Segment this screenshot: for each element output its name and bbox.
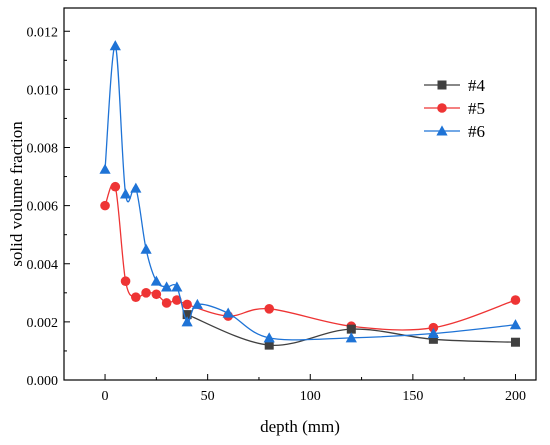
data-point — [171, 281, 183, 292]
data-point — [151, 289, 162, 300]
y-tick-label: 0.012 — [27, 25, 59, 40]
data-point — [509, 319, 522, 330]
series-square — [182, 310, 520, 350]
data-point — [222, 307, 234, 318]
series-circle — [100, 181, 521, 333]
legend: #4 #5 #6 — [424, 76, 486, 141]
data-point — [264, 303, 275, 314]
legend-label: #5 — [468, 99, 485, 118]
legend-item: #4 — [424, 76, 486, 95]
data-point — [427, 327, 439, 338]
series-line — [104, 183, 516, 331]
series-triangle — [99, 40, 522, 343]
data-point — [140, 243, 152, 254]
series-line — [104, 45, 516, 341]
data-point — [161, 298, 172, 308]
data-point — [191, 298, 203, 309]
data-point — [150, 275, 162, 286]
data-point — [428, 322, 439, 333]
data-point — [182, 299, 192, 310]
data-point — [99, 163, 111, 174]
legend-item: #5 — [424, 99, 485, 118]
y-tick-label: 0.002 — [27, 316, 59, 331]
data-point — [181, 316, 193, 327]
data-point — [161, 281, 173, 292]
x-tick-label: 50 — [201, 389, 215, 404]
x-tick-label: 150 — [402, 389, 423, 404]
y-tick-label: 0.000 — [27, 374, 59, 389]
axis-ticks: 0 50 100 150 200 0.000 0.002 0.004 0.006 0.008 0.0… — [27, 25, 526, 404]
legend-label: #4 — [468, 76, 486, 95]
legend-marker — [437, 80, 447, 90]
legend-marker — [437, 103, 447, 113]
data-point — [428, 334, 438, 344]
data-point — [120, 276, 131, 286]
legend-marker — [436, 125, 448, 136]
data-point — [346, 324, 356, 334]
y-tick-label: 0.008 — [27, 142, 59, 157]
data-point — [263, 332, 275, 343]
plot-area-frame — [63, 7, 537, 381]
data-point — [510, 337, 520, 347]
x-tick-label: 0 — [102, 389, 109, 404]
data-point — [130, 182, 142, 193]
data-point — [119, 188, 132, 199]
legend-label: #6 — [468, 122, 485, 141]
data-point — [109, 40, 121, 51]
data-point — [172, 295, 182, 305]
series-group — [99, 40, 522, 350]
data-point — [110, 181, 121, 192]
y-tick-label: 0.010 — [27, 83, 59, 98]
x-tick-label: 200 — [505, 389, 526, 404]
data-point — [345, 332, 357, 343]
x-tick-label: 100 — [300, 389, 321, 404]
data-point — [100, 200, 110, 211]
data-point — [182, 310, 192, 320]
y-axis-title: solid volume fraction — [7, 121, 26, 267]
x-axis-title: depth (mm) — [260, 417, 340, 436]
data-point — [131, 292, 141, 302]
y-tick-label: 0.004 — [27, 258, 59, 273]
data-point — [264, 340, 274, 350]
data-point — [141, 288, 151, 298]
data-point — [510, 295, 521, 305]
y-tick-label: 0.006 — [27, 200, 59, 215]
legend-item: #6 — [424, 122, 485, 141]
